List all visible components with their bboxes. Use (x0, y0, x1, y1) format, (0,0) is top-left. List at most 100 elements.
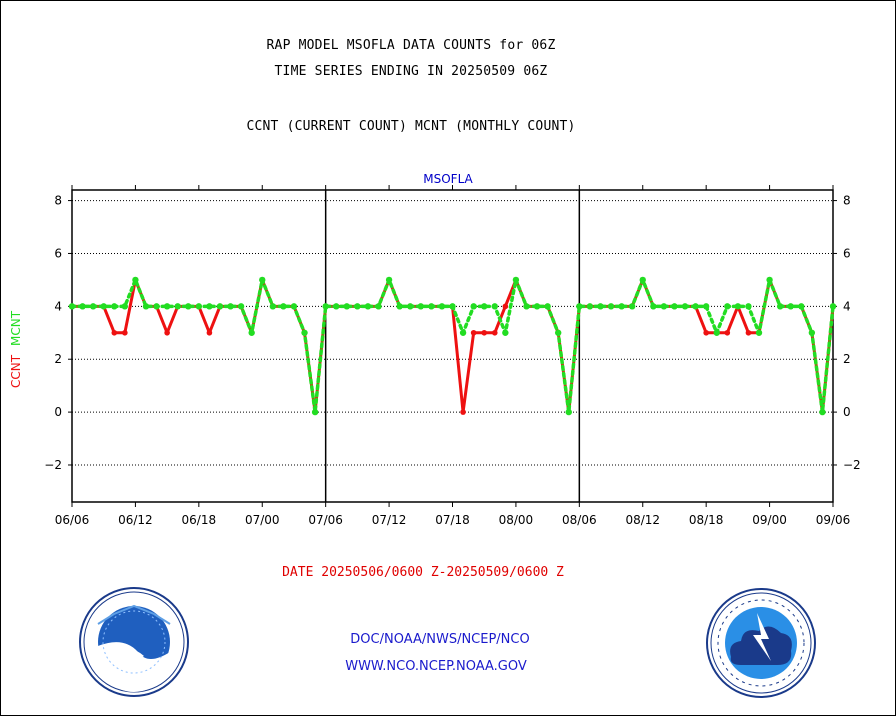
chart-title-line1: RAP MODEL MSOFLA DATA COUNTS for 06Z (266, 38, 556, 53)
data-point-mcnt (449, 303, 456, 310)
data-point-mcnt (639, 276, 646, 284)
series-line-mcnt (70, 278, 835, 414)
data-point-ccnt (502, 303, 509, 310)
data-point-mcnt (301, 329, 308, 336)
data-point-mcnt (618, 303, 625, 310)
data-point-mcnt (607, 303, 615, 310)
y-tick-label-right: 2 (843, 352, 851, 366)
data-point-mcnt (364, 303, 372, 310)
data-point-mcnt (227, 303, 234, 310)
data-point-mcnt (121, 303, 129, 310)
chart-subtitle: CCNT (CURRENT COUNT) MCNT (MONTHLY COUNT… (246, 119, 576, 134)
data-point-mcnt (565, 408, 572, 416)
data-point-mcnt (491, 303, 498, 310)
x-tick-label: 08/06 (562, 513, 597, 527)
data-point-mcnt (692, 303, 699, 310)
data-point-mcnt (745, 303, 752, 310)
x-tick-label: 06/06 (55, 513, 90, 527)
data-point-mcnt (375, 303, 382, 310)
plot-border (71, 189, 834, 503)
data-point-mcnt (248, 329, 255, 336)
data-point-mcnt (343, 303, 351, 310)
data-point-mcnt (544, 303, 551, 310)
data-point-ccnt (111, 329, 118, 336)
x-tick-label: 08/18 (689, 513, 724, 527)
data-point-mcnt (819, 408, 826, 416)
data-point-mcnt (216, 303, 224, 310)
y-tick-label-right: 4 (843, 299, 851, 313)
data-point-mcnt (808, 329, 816, 336)
data-point-mcnt (396, 303, 403, 310)
data-point-mcnt (174, 303, 181, 310)
data-point-mcnt (333, 303, 340, 310)
data-point-mcnt (428, 303, 435, 310)
plot-station-label: MSOFLA (423, 172, 473, 186)
x-tick-label: 08/00 (499, 513, 534, 527)
data-point-mcnt (68, 303, 76, 310)
x-tick-label: 09/00 (752, 513, 787, 527)
y-tick-label-right: 8 (843, 194, 851, 208)
y-tick-label-right: 0 (843, 405, 851, 419)
x-tick-label: 07/18 (435, 513, 470, 527)
data-point-ccnt (164, 329, 170, 336)
data-point-mcnt (111, 303, 118, 310)
data-point-mcnt (100, 303, 107, 310)
data-point-mcnt (798, 303, 805, 310)
data-point-mcnt (724, 303, 731, 310)
x-tick-label: 07/06 (308, 513, 343, 527)
y-tick-label-right: −2 (843, 458, 861, 472)
data-point-mcnt (660, 303, 668, 310)
data-point-mcnt (586, 303, 594, 310)
x-tick-label: 09/06 (816, 513, 851, 527)
data-point-mcnt (755, 329, 763, 336)
data-point-mcnt (280, 303, 287, 310)
data-point-mcnt (354, 303, 361, 310)
data-point-mcnt (766, 276, 773, 284)
data-point-mcnt (470, 303, 477, 310)
data-point-mcnt (237, 303, 245, 310)
data-point-ccnt (470, 329, 477, 336)
x-tick-label: 06/12 (118, 513, 153, 527)
data-point-ccnt (724, 329, 731, 336)
data-point-mcnt (322, 303, 329, 310)
data-point-mcnt (438, 303, 446, 310)
data-point-mcnt (533, 303, 541, 310)
data-point-mcnt (407, 303, 414, 310)
data-point-mcnt (195, 303, 203, 310)
data-point-mcnt (185, 303, 192, 310)
data-point-mcnt (142, 303, 150, 310)
data-point-mcnt (671, 303, 678, 310)
data-point-mcnt (829, 303, 837, 310)
data-point-ccnt (122, 329, 128, 336)
y-tick-label-left: 0 (54, 405, 62, 419)
data-point-mcnt (311, 408, 319, 416)
data-point-mcnt (576, 303, 583, 310)
data-point-mcnt (512, 276, 520, 284)
data-point-mcnt (269, 303, 277, 310)
x-tick-label: 06/18 (182, 513, 217, 527)
data-point-mcnt (132, 276, 139, 284)
data-point-mcnt (597, 303, 604, 310)
data-point-mcnt (459, 329, 467, 336)
website-link[interactable]: WWW.NCO.NCEP.NOAA.GOV (345, 659, 527, 674)
x-tick-label: 07/12 (372, 513, 407, 527)
data-point-mcnt (206, 303, 213, 310)
data-point-mcnt (385, 276, 393, 284)
chart-title-line2: TIME SERIES ENDING IN 20250509 06Z (274, 64, 548, 79)
data-point-mcnt (153, 303, 160, 310)
data-point-mcnt (259, 276, 266, 284)
data-point-mcnt (290, 303, 298, 310)
x-tick-label: 07/00 (245, 513, 280, 527)
data-point-ccnt (460, 409, 466, 415)
data-point-mcnt (481, 303, 488, 310)
x-tick-label: 08/12 (625, 513, 660, 527)
y-tick-label-left: 8 (54, 194, 62, 208)
org-text: DOC/NOAA/NWS/NCEP/NCO (350, 632, 530, 647)
y-tick-label-left: 6 (54, 246, 62, 260)
data-point-ccnt (491, 329, 498, 336)
data-point-ccnt (481, 329, 488, 336)
data-point-mcnt (554, 329, 562, 336)
data-point-ccnt (745, 329, 752, 336)
data-point-mcnt (163, 303, 171, 310)
